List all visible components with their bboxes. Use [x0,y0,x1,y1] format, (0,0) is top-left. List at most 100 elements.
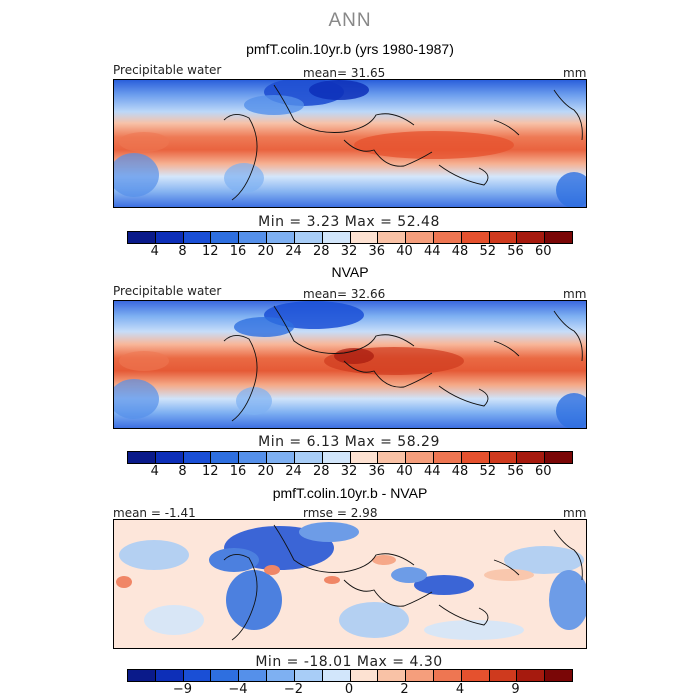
panel-1-colorbar-swatch [322,232,351,243]
panel-1-colorbar-tick-label: 8 [178,244,187,259]
panel-2-colorbar-swatch [545,452,572,463]
panel-1-colorbar-swatch [406,232,434,243]
panel-1-colorbar-swatch [128,232,156,243]
panel-3-mean-label: mean = -1.41 [113,506,196,520]
panel-3-colorbar-ticks: −9 −4 −2 0 2 4 9 [127,682,571,698]
panel-2-minmax: Min = 6.13 Max = 58.29 [258,434,440,450]
panel-2-colorbar-swatch [267,452,295,463]
panel-3-colorbar-swatch [322,670,351,681]
season-title: ANN [328,10,372,31]
panel-1-colorbar-swatch [461,232,490,243]
panel-1-variable-label: Precipitable water [113,63,222,77]
panel-2-colorbar-swatch [406,452,434,463]
panel-2-colorbar-tick-label: 4 [150,464,159,479]
panel-2-colorbar-swatch [378,452,407,463]
panel-1-mean-label: mean= 31.65 [303,66,386,80]
panel-1-colorbar-swatch [545,232,572,243]
panel-3-colorbar-swatch [433,670,462,681]
panel-3-colorbar-swatch [406,670,434,681]
panel-3-units: mm [563,506,587,520]
panel-1-colorbar-swatch [211,232,240,243]
panel-1-colorbar-tick-label: 52 [479,244,497,259]
panel-3-colorbar-swatch [183,670,212,681]
panel-1-minmax: Min = 3.23 Max = 52.48 [258,214,440,230]
panel-2-colorbar-swatch [155,452,184,463]
panel-1-map-field [114,80,586,207]
panel-2-colorbar-tick-label: 28 [312,464,330,479]
panel-2-colorbar-tick-label: 60 [534,464,552,479]
panel-3-colorbar-swatch [517,670,546,681]
panel-1-colorbar-swatch [350,232,379,243]
panel-3-colorbar-swatch [350,670,379,681]
panel-3-colorbar-swatch [294,670,323,681]
panel-2-colorbar-tick-label: 16 [229,464,247,479]
panel-2-variable-label: Precipitable water [113,284,222,298]
panel-3-colorbar-swatch [267,670,295,681]
panel-1-colorbar-tick-label: 20 [257,244,275,259]
panel-2-colorbar-tick-label: 20 [257,464,275,479]
panel-2-colorbar-tick-label: 32 [340,464,358,479]
panel-2-colorbar-tick-label: 44 [423,464,441,479]
panel-1-colorbar-tick-label: 56 [507,244,524,259]
panel-3-colorbar-swatch [211,670,240,681]
panel-2-colorbar-swatch [239,452,268,463]
panel-1-colorbar [127,231,573,244]
panel-2-colorbar [127,451,573,464]
panel-1-colorbar-tick-label: 36 [368,244,386,259]
panel-1-colorbar-swatch [489,232,518,243]
panel-1-colorbar-tick-label: 16 [229,244,247,259]
panel-2-colorbar-swatch [211,452,240,463]
panel-1-units: mm [563,66,587,80]
panel-2-colorbar-swatch [350,452,379,463]
panel-2-title: NVAP [331,264,369,280]
panel-1-title: pmfT.colin.10yr.b (yrs 1980-1987) [246,41,454,57]
panel-2-map [113,300,587,429]
panel-3-colorbar-swatch [239,670,268,681]
panel-1-map [113,79,587,208]
panel-3-colorbar-swatch [545,670,572,681]
panel-3-map-field [114,520,586,648]
panel-2-colorbar-tick-label: 56 [507,464,524,479]
panel-3-rmse-label: rmse = 2.98 [303,506,378,520]
panel-3-colorbar-swatch [378,670,407,681]
panel-1-colorbar-ticks: 4 8 12 16 20 24 28 32 36 40 44 48 52 56 60 [127,244,571,260]
panel-3-colorbar-tick-label: 2 [400,682,409,697]
panel-1-colorbar-swatch [433,232,462,243]
panel-1-colorbar-tick-label: 40 [396,244,413,259]
panel-1-colorbar-tick-label: 4 [150,244,159,259]
panel-3-colorbar-tick-label: −9 [172,682,193,697]
panel-3-title: pmfT.colin.10yr.b - NVAP [272,485,428,501]
panel-2-colorbar-tick-label: 48 [451,464,469,479]
panel-2-colorbar-swatch [322,452,351,463]
panel-2-colorbar-swatch [433,452,462,463]
panel-1-colorbar-tick-label: 12 [201,244,219,259]
panel-2-map-field [114,301,586,428]
panel-3-colorbar-swatch [461,670,490,681]
panel-3-colorbar-swatch [155,670,184,681]
panel-2-colorbar-tick-label: 40 [396,464,413,479]
panel-1-colorbar-swatch [517,232,546,243]
panel-1-colorbar-swatch [294,232,323,243]
panel-3-colorbar-tick-label: −4 [228,682,248,697]
panel-2-colorbar-swatch [461,452,490,463]
panel-3-map [113,519,587,649]
panel-1-colorbar-tick-label: 60 [534,244,552,259]
panel-2-colorbar-tick-label: 12 [201,464,219,479]
panel-2-mean-label: mean= 32.66 [303,287,386,301]
panel-2-colorbar-tick-label: 52 [479,464,497,479]
panel-2-colorbar-swatch [517,452,546,463]
panel-2-colorbar-swatch [294,452,323,463]
panel-1-colorbar-tick-label: 32 [340,244,358,259]
panel-3-colorbar-tick-label: 4 [455,682,465,697]
panel-2-colorbar-tick-label: 8 [178,464,187,479]
panel-3-colorbar [127,669,573,682]
panel-2-colorbar-swatch [128,452,156,463]
panel-2-colorbar-swatch [489,452,518,463]
panel-1-colorbar-tick-label: 48 [451,244,469,259]
panel-3-colorbar-swatch [128,670,156,681]
panel-2-colorbar-swatch [183,452,212,463]
panel-3-colorbar-tick-label: 0 [344,682,354,697]
panel-1-colorbar-swatch [155,232,184,243]
panel-2-units: mm [563,287,587,301]
panel-1-colorbar-swatch [239,232,268,243]
